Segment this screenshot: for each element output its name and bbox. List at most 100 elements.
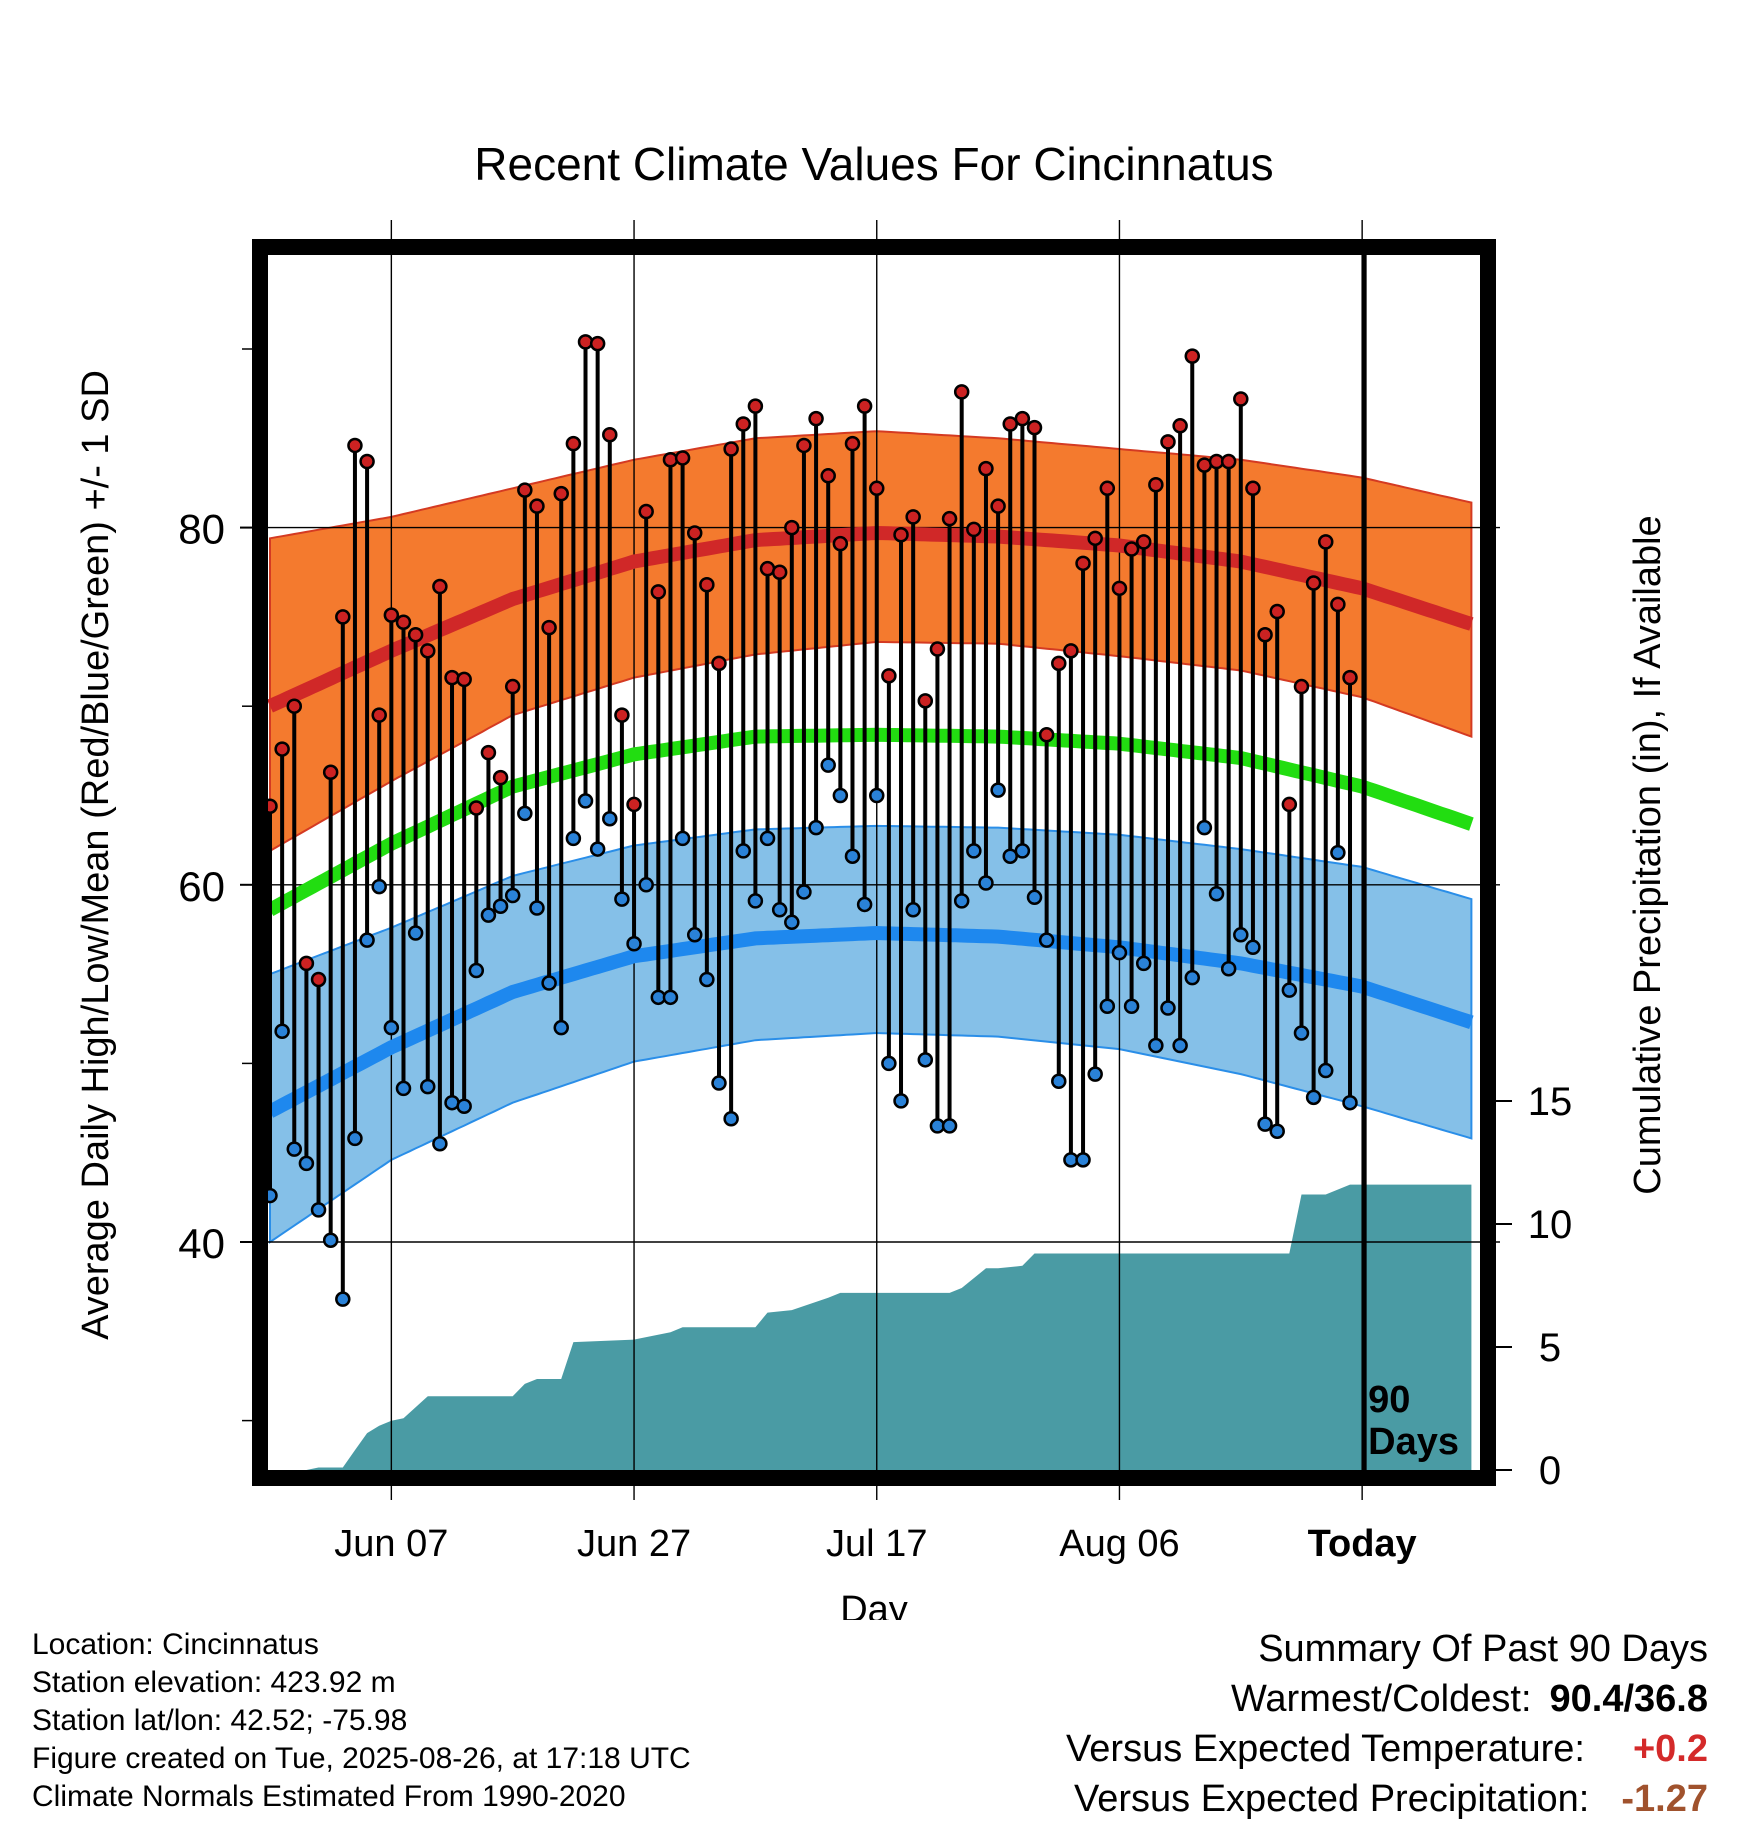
high-point — [808, 410, 824, 427]
high-point — [1317, 534, 1334, 550]
high-point — [699, 577, 715, 593]
low-point — [1305, 1089, 1322, 1106]
low-point — [1014, 843, 1031, 859]
low-point — [1038, 932, 1055, 948]
high-point — [686, 525, 703, 541]
high-point — [990, 498, 1006, 514]
high-point — [1305, 575, 1322, 591]
high-point — [905, 509, 921, 525]
x-tick-label: Jul 17 — [826, 1523, 927, 1565]
high-point — [929, 641, 946, 657]
low-point — [529, 900, 545, 916]
precip-value: -1.27 — [1621, 1778, 1708, 1820]
low-point — [420, 1078, 436, 1095]
summary-temp: Versus Expected Temperature: +0.2 — [1066, 1724, 1708, 1774]
high-point — [1281, 796, 1298, 813]
high-point — [1075, 555, 1091, 572]
high-point — [541, 619, 557, 636]
summary-precip: Versus Expected Precipitation: -1.27 — [1066, 1774, 1708, 1824]
high-point — [310, 971, 327, 988]
high-point — [1087, 530, 1103, 547]
low-point — [1111, 944, 1128, 961]
low-point — [395, 1080, 412, 1097]
high-point — [602, 426, 618, 443]
high-point — [1293, 678, 1310, 695]
low-point — [662, 989, 679, 1006]
low-point — [759, 830, 776, 847]
high-point — [626, 796, 642, 813]
y2-tick-label: 10 — [1528, 1203, 1573, 1247]
high-point — [796, 437, 812, 454]
high-point — [1220, 453, 1237, 470]
high-point — [638, 503, 654, 520]
low-point — [1220, 960, 1237, 977]
low-point — [711, 1075, 727, 1091]
y-tick-label: 80 — [178, 506, 225, 553]
high-point — [1257, 627, 1273, 643]
high-point — [565, 435, 582, 452]
low-point — [771, 902, 788, 918]
low-point — [407, 925, 424, 941]
high-point — [589, 335, 606, 352]
low-point — [941, 1118, 958, 1134]
high-point — [1002, 416, 1018, 432]
high-point — [274, 741, 290, 757]
low-point — [1233, 927, 1249, 943]
low-point — [1281, 982, 1298, 998]
high-point — [820, 468, 836, 484]
x-axis-label: Day — [840, 1589, 908, 1620]
high-point — [432, 578, 448, 595]
low-point — [504, 887, 521, 904]
station-elevation: Station elevation: 423.92 m — [32, 1666, 396, 1699]
high-point — [347, 437, 363, 454]
high-point — [1135, 534, 1152, 550]
low-point — [1245, 939, 1261, 956]
low-point — [820, 757, 836, 773]
high-point — [771, 564, 788, 580]
low-point — [456, 1098, 472, 1115]
high-point — [723, 441, 739, 457]
low-point — [881, 1055, 897, 1072]
y2-tick-label: 5 — [1539, 1326, 1561, 1370]
x-tick-label: Aug 06 — [1059, 1523, 1179, 1565]
today-marker-label: 90 Days — [1368, 1379, 1459, 1463]
low-point — [492, 898, 509, 914]
high-point — [371, 707, 387, 723]
low-point — [298, 1155, 315, 1172]
high-point — [1172, 418, 1188, 434]
low-point — [322, 1232, 339, 1248]
low-point — [832, 787, 849, 804]
low-point — [796, 884, 812, 900]
high-point — [893, 526, 909, 543]
low-point — [747, 893, 764, 909]
low-point — [856, 896, 873, 913]
low-point — [966, 843, 982, 859]
warm-cold-value: 90.4/36.8 — [1549, 1678, 1708, 1720]
low-point — [1172, 1037, 1188, 1054]
low-point — [808, 819, 824, 836]
low-point — [286, 1141, 303, 1157]
high-point — [492, 769, 509, 786]
high-point — [1099, 480, 1116, 497]
low-point — [1293, 1025, 1310, 1041]
station-latlon: Station lat/lon: 42.52; -75.98 — [32, 1704, 408, 1737]
high-point — [468, 800, 485, 816]
high-point — [1123, 541, 1140, 557]
low-point — [589, 841, 606, 857]
low-point — [602, 810, 618, 827]
low-point — [335, 1291, 351, 1307]
high-point — [553, 485, 569, 502]
chart-title: Recent Climate Values For Cincinnatus — [474, 138, 1273, 190]
high-point — [953, 384, 970, 400]
high-point — [1269, 603, 1285, 620]
high-point — [456, 671, 472, 688]
high-point — [322, 764, 339, 781]
precip-label: Versus Expected Precipitation: — [1073, 1778, 1590, 1820]
y-axis-label: Average Daily High/Low/Mean (Red/Blue/Gr… — [75, 370, 117, 1340]
low-point — [383, 1019, 400, 1036]
low-point — [784, 914, 800, 931]
low-point — [480, 907, 497, 923]
low-point — [1002, 848, 1018, 864]
high-point — [1111, 580, 1128, 597]
high-point — [1342, 669, 1358, 686]
